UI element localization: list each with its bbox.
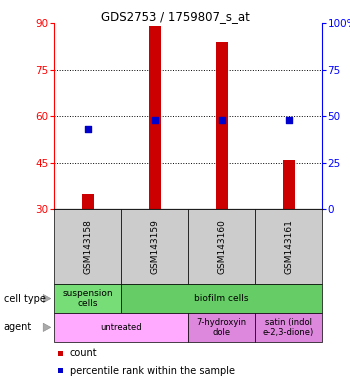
Point: [85, 126, 91, 132]
Point: [219, 117, 224, 123]
Bar: [282, 160, 295, 209]
Bar: [82, 194, 94, 209]
Text: GSM143161: GSM143161: [284, 219, 293, 274]
Text: GSM143158: GSM143158: [83, 219, 92, 274]
Text: suspension
cells: suspension cells: [62, 289, 113, 308]
Text: GDS2753 / 1759807_s_at: GDS2753 / 1759807_s_at: [100, 10, 250, 23]
Point: [152, 117, 158, 123]
Text: count: count: [70, 348, 97, 358]
Text: agent: agent: [4, 322, 32, 333]
Bar: [216, 42, 228, 209]
Text: satin (indol
e-2,3-dione): satin (indol e-2,3-dione): [263, 318, 314, 337]
Text: GSM143159: GSM143159: [150, 219, 159, 274]
Text: percentile rank within the sample: percentile rank within the sample: [70, 366, 235, 376]
Text: 7-hydroxyin
dole: 7-hydroxyin dole: [197, 318, 247, 337]
Bar: [149, 26, 161, 209]
Text: GSM143160: GSM143160: [217, 219, 226, 274]
Text: untreated: untreated: [100, 323, 142, 332]
Text: cell type: cell type: [4, 293, 46, 304]
Point: [286, 117, 291, 123]
Text: biofilm cells: biofilm cells: [194, 294, 249, 303]
